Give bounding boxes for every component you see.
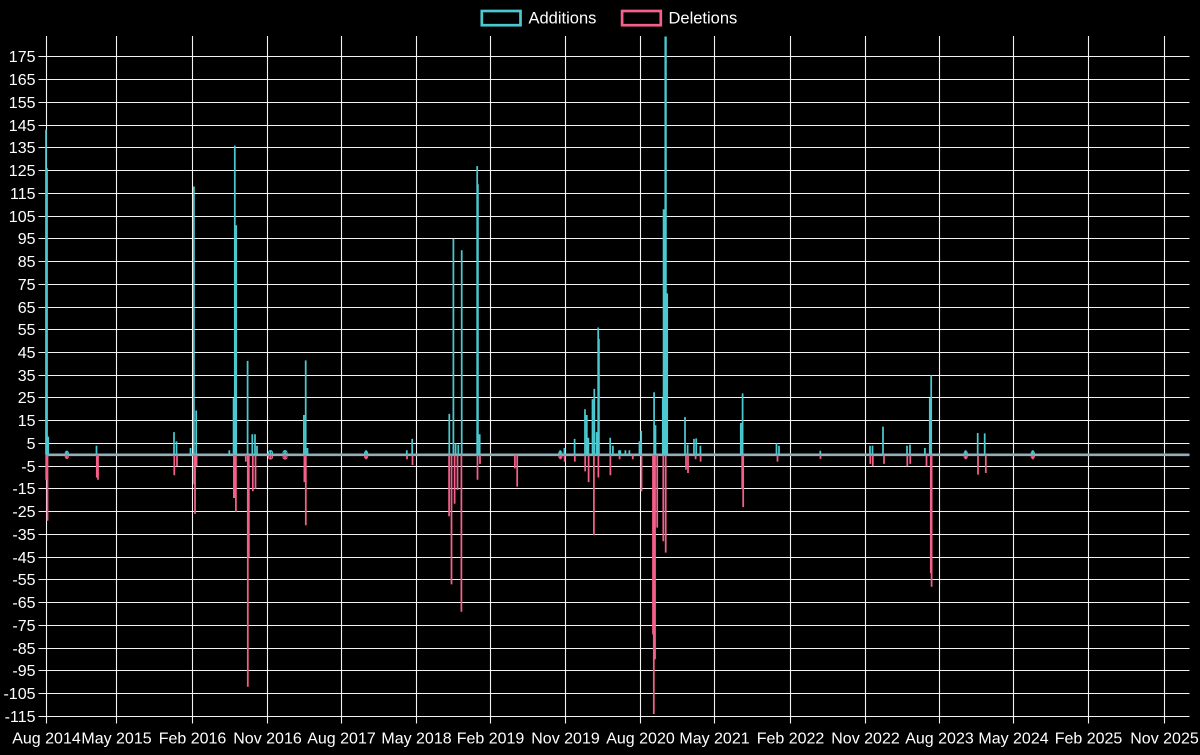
svg-text:-75: -75 bbox=[12, 618, 35, 635]
svg-text:May 2021: May 2021 bbox=[679, 731, 749, 748]
svg-text:25: 25 bbox=[18, 390, 36, 407]
svg-text:95: 95 bbox=[18, 231, 36, 248]
svg-text:May 2024: May 2024 bbox=[978, 731, 1048, 748]
svg-text:Nov 2022: Nov 2022 bbox=[831, 731, 900, 748]
svg-text:65: 65 bbox=[18, 300, 36, 317]
svg-text:155: 155 bbox=[9, 95, 36, 112]
svg-text:Feb 2019: Feb 2019 bbox=[457, 731, 525, 748]
svg-text:Aug 2023: Aug 2023 bbox=[905, 731, 974, 748]
svg-text:115: 115 bbox=[10, 186, 36, 203]
svg-text:-25: -25 bbox=[12, 504, 35, 521]
svg-text:Aug 2020: Aug 2020 bbox=[606, 731, 675, 748]
svg-text:5: 5 bbox=[27, 436, 36, 453]
svg-text:Feb 2016: Feb 2016 bbox=[159, 731, 227, 748]
svg-text:Nov 2019: Nov 2019 bbox=[531, 731, 600, 748]
svg-text:Feb 2025: Feb 2025 bbox=[1055, 731, 1123, 748]
svg-text:105: 105 bbox=[9, 209, 36, 226]
svg-text:-105: -105 bbox=[3, 686, 35, 703]
svg-text:75: 75 bbox=[18, 277, 36, 294]
svg-text:Nov 2016: Nov 2016 bbox=[233, 731, 302, 748]
svg-text:May 2015: May 2015 bbox=[81, 731, 151, 748]
svg-text:Aug 2014: Aug 2014 bbox=[12, 731, 81, 748]
svg-text:-65: -65 bbox=[12, 595, 35, 612]
svg-text:175: 175 bbox=[9, 49, 36, 66]
svg-text:-15: -15 bbox=[12, 481, 35, 498]
svg-text:-55: -55 bbox=[12, 572, 35, 589]
svg-text:55: 55 bbox=[18, 322, 36, 339]
svg-text:-45: -45 bbox=[12, 550, 35, 567]
svg-text:Deletions: Deletions bbox=[669, 10, 738, 28]
svg-text:165: 165 bbox=[9, 72, 36, 89]
svg-text:-5: -5 bbox=[21, 459, 35, 476]
svg-text:-85: -85 bbox=[12, 641, 35, 658]
svg-text:35: 35 bbox=[18, 368, 36, 385]
svg-text:Nov 2025: Nov 2025 bbox=[1130, 731, 1199, 748]
svg-text:Additions: Additions bbox=[529, 10, 597, 28]
svg-text:Aug 2017: Aug 2017 bbox=[307, 731, 376, 748]
svg-text:45: 45 bbox=[18, 345, 36, 362]
svg-text:Feb 2022: Feb 2022 bbox=[757, 731, 825, 748]
svg-text:85: 85 bbox=[18, 254, 36, 271]
svg-text:-35: -35 bbox=[12, 527, 35, 544]
svg-text:15: 15 bbox=[18, 413, 36, 430]
svg-text:145: 145 bbox=[9, 118, 36, 135]
svg-text:125: 125 bbox=[9, 163, 36, 180]
svg-text:-95: -95 bbox=[12, 663, 35, 680]
svg-text:135: 135 bbox=[9, 140, 36, 157]
svg-text:May 2018: May 2018 bbox=[381, 731, 451, 748]
svg-text:-115: -115 bbox=[5, 709, 36, 726]
